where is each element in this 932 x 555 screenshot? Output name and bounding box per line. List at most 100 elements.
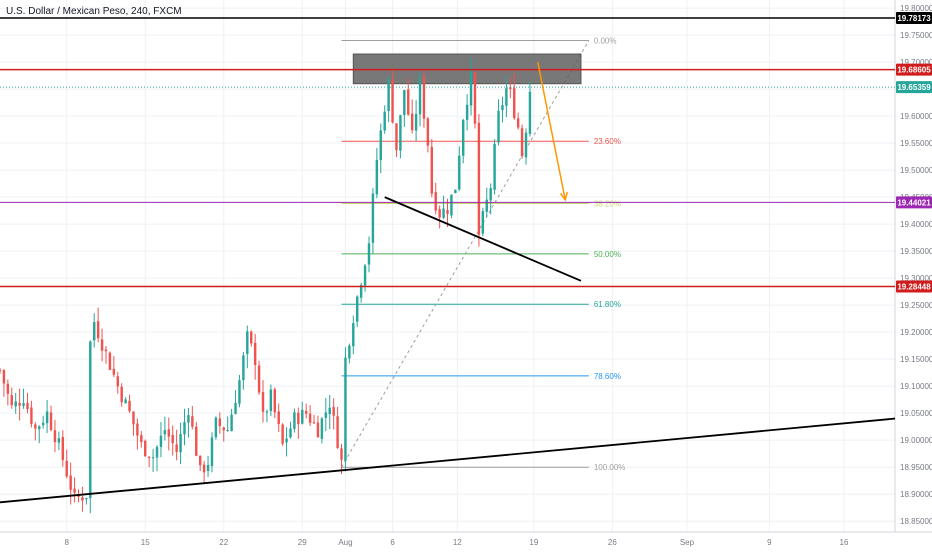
candle-body (6, 383, 10, 394)
candle-body (73, 488, 76, 493)
candle-body (214, 417, 218, 438)
candle-body (426, 118, 430, 146)
candle-body (242, 355, 245, 381)
y-tick-label: 19.30000 (900, 274, 932, 283)
candle-body (41, 422, 45, 426)
candle-body (328, 407, 331, 415)
candle-body (18, 402, 21, 406)
candle-body (22, 403, 25, 407)
candle-body (422, 76, 426, 119)
y-tick-label: 19.20000 (900, 328, 932, 337)
candle-body (312, 422, 316, 424)
candle-body (273, 389, 276, 413)
y-tick-label: 19.25000 (900, 301, 932, 310)
candle-body (234, 403, 237, 414)
candle-body (159, 435, 163, 447)
candle-body (410, 113, 414, 131)
candle-body (230, 414, 233, 431)
candle-body (446, 210, 449, 214)
candle-body (450, 194, 453, 216)
fib-level-label: 50.00% (594, 250, 621, 259)
candle-body (281, 424, 284, 444)
candle-body (352, 323, 355, 347)
fib-level-label: 78.60% (594, 372, 621, 381)
y-tick-label: 19.55000 (900, 139, 932, 148)
x-tick-label: 15 (141, 538, 150, 547)
candle-body (454, 189, 457, 194)
candles-layer (0, 57, 532, 514)
candle-body (96, 321, 100, 339)
candle-body (481, 211, 485, 234)
candle-body (144, 440, 147, 457)
candle-body (434, 192, 437, 211)
y-tick-label: 19.75000 (900, 31, 932, 40)
price-tag-label: 19.44021 (897, 198, 931, 207)
candle-body (163, 430, 167, 435)
candle-body (469, 71, 473, 106)
candle-body (332, 406, 335, 416)
candle-body (407, 89, 410, 115)
candle-body (485, 199, 488, 212)
candle-body (442, 208, 445, 218)
supply-zone (352, 53, 582, 85)
candle-body (140, 435, 143, 443)
candle-body (171, 435, 174, 444)
candle-body (187, 415, 190, 423)
y-tick-label: 18.85000 (900, 517, 932, 526)
candle-body (391, 79, 394, 123)
price-levels-layer (0, 17, 895, 288)
candle-body (69, 475, 72, 490)
y-tick-label: 18.90000 (900, 490, 932, 499)
y-tick-label: 19.05000 (900, 409, 932, 418)
candle-body (324, 412, 328, 418)
y-tick-label: 19.60000 (900, 112, 932, 121)
x-tick-label: 9 (767, 538, 772, 547)
candle-body (505, 88, 508, 106)
x-tick-label: 12 (453, 538, 462, 547)
x-tick-label: 26 (608, 538, 617, 547)
candle-body (100, 339, 104, 351)
candle-body (257, 365, 261, 393)
candle-body (465, 104, 469, 120)
candle-body (344, 357, 347, 461)
candle-body (104, 349, 108, 352)
candle-body (516, 118, 520, 128)
candle-body (375, 159, 379, 195)
y-tick-label: 19.35000 (900, 247, 932, 256)
candle-body (497, 110, 500, 143)
candle-body (513, 88, 516, 119)
candle-body (151, 457, 155, 459)
drawings-layer (0, 61, 896, 504)
price-tag-box (896, 11, 932, 24)
price-tag-box (896, 196, 932, 209)
candle-body (218, 418, 222, 427)
candle-body (414, 113, 418, 131)
y-tick-label: 19.10000 (900, 382, 932, 391)
candle-body (191, 416, 194, 427)
candle-body (0, 369, 2, 371)
candle-body (371, 193, 375, 243)
candle-body (379, 130, 382, 161)
candle-body (304, 410, 308, 414)
candle-body (175, 444, 178, 452)
candle-body (418, 77, 422, 115)
candle-body (89, 341, 92, 499)
candle-body (246, 331, 249, 354)
candle-body (289, 428, 292, 438)
x-tick-label: 8 (65, 538, 70, 547)
candle-body (179, 434, 182, 453)
fib-level-label: 38.20% (594, 199, 621, 208)
candle-body (124, 399, 127, 404)
candle-body (493, 143, 496, 190)
price-tag-box (896, 81, 932, 94)
x-tick-label: 16 (840, 538, 849, 547)
candle-body (509, 87, 512, 90)
candle-body (92, 322, 96, 341)
candle-body (340, 448, 343, 460)
candle-body (458, 155, 461, 190)
price-tag-label: 19.68605 (897, 66, 931, 75)
candle-body (65, 460, 68, 477)
candle-body (399, 115, 402, 151)
